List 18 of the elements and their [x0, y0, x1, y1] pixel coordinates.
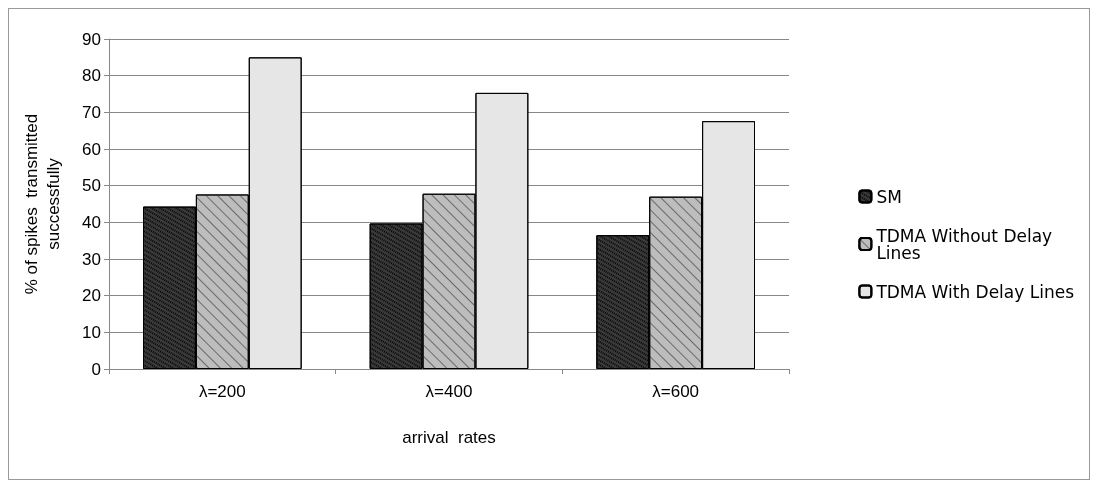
- y-tick-label: 10: [82, 322, 101, 342]
- x-tick-label: λ=200: [198, 382, 246, 401]
- y-tick-label: 40: [82, 212, 101, 232]
- y-tick-label: 50: [82, 176, 101, 196]
- y-tick-label: 90: [82, 29, 101, 49]
- x-tick-label: λ=400: [425, 382, 473, 401]
- legend-label: TDMA With Delay Lines: [875, 281, 1075, 302]
- y-axis-title: % of spikes transmitted successfully: [21, 113, 63, 295]
- legend-label: SM: [876, 186, 902, 207]
- legend-label: TDMA Without Delay Lines: [875, 225, 1058, 263]
- y-tick-label: 60: [82, 139, 101, 159]
- x-tick-label: λ=600: [652, 382, 700, 401]
- y-tick-label: 70: [82, 102, 101, 122]
- y-tick-label: 0: [91, 359, 101, 379]
- y-tick-label: 80: [82, 66, 101, 86]
- y-tick-label: 30: [82, 249, 101, 269]
- x-axis-title: arrival rates: [402, 428, 496, 447]
- y-tick-label: 20: [82, 286, 101, 306]
